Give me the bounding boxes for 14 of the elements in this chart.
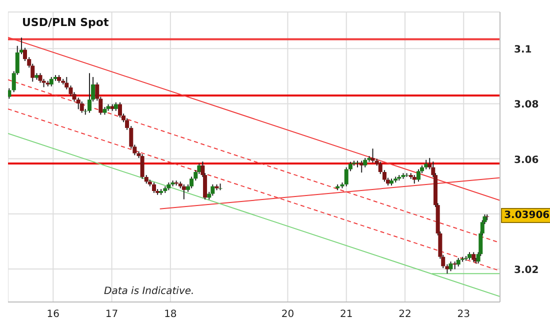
y-tick-label: 3.08 [514,100,539,111]
annotation: 3.03906 [501,208,550,224]
x-tick-label: 17 [105,309,118,320]
x-tick-label: 23 [457,309,470,320]
x-tick-label: 21 [340,309,353,320]
x-tick-label: 20 [281,309,294,320]
chart-title: USD/PLN Spot [22,16,109,29]
y-tick-label: 3.02 [514,264,539,276]
y-tick-label: 3.06 [514,154,539,166]
x-tick-label: 16 [46,309,60,320]
x-tick-label: 22 [398,309,412,320]
y-tick-label: 3.1 [514,44,532,56]
annotation: Data is Indicative. [104,286,194,297]
x-tick-label: 18 [164,309,177,320]
